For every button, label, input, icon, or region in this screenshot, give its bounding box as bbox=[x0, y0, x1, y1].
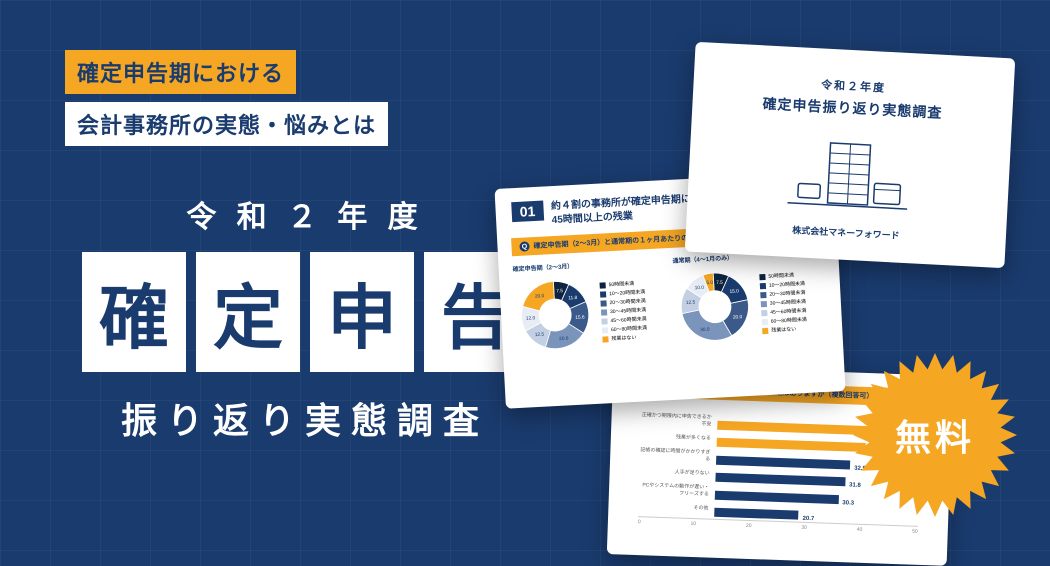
title-boxes: 確定申告 bbox=[65, 252, 545, 372]
title-box-char: 確 bbox=[82, 252, 186, 372]
q-icon: Q bbox=[519, 241, 530, 252]
donut-chart-a: 7.5 11.8 15.6 20.6 12.5 12.0 20.0 bbox=[513, 273, 597, 357]
free-badge: 無料 bbox=[850, 350, 1020, 520]
card2-number: 01 bbox=[511, 201, 544, 223]
year-label: 令 和 ２ 年 度 bbox=[65, 192, 545, 236]
svg-text:12.5: 12.5 bbox=[535, 332, 545, 338]
cover-company: 株式会社マネーフォワード bbox=[686, 218, 1006, 248]
svg-text:20.0: 20.0 bbox=[535, 293, 545, 299]
svg-text:5.0: 5.0 bbox=[706, 280, 713, 286]
svg-text:7.5: 7.5 bbox=[716, 280, 723, 286]
donut-chart-b: 7.5 15.0 20.0 30.0 12.5 10.05.0 bbox=[673, 265, 757, 349]
svg-text:7.5: 7.5 bbox=[556, 288, 563, 294]
free-badge-text: 無料 bbox=[850, 350, 1020, 520]
subtitle: 振り返り実態調査 bbox=[65, 392, 545, 444]
legend-item: 残業はない bbox=[602, 333, 648, 344]
svg-text:12.0: 12.0 bbox=[526, 315, 536, 321]
donut-legend: 50時間未満10〜20時間未満20〜30時間未満30〜45時間未満45〜60時間… bbox=[599, 279, 647, 344]
svg-text:11.8: 11.8 bbox=[568, 295, 578, 301]
left-panel: 確定申告期における 会計事務所の実態・悩みとは 令 和 ２ 年 度 確定申告 振… bbox=[65, 50, 545, 444]
title-box-char: 定 bbox=[196, 252, 300, 372]
svg-text:12.5: 12.5 bbox=[686, 299, 696, 305]
tagline-2: 会計事務所の実態・悩みとは bbox=[65, 102, 388, 146]
preview-card-cover: 令和２年度 確定申告振り返り実態調査 株式会社マネーフォワード bbox=[685, 42, 1016, 268]
svg-text:10.0: 10.0 bbox=[695, 285, 705, 291]
cover-illustration bbox=[787, 133, 911, 219]
svg-text:15.0: 15.0 bbox=[729, 288, 739, 294]
svg-text:20.6: 20.6 bbox=[559, 336, 569, 342]
svg-text:30.0: 30.0 bbox=[700, 327, 710, 333]
donut-legend: 50時間未満10〜20時間未満20〜30時間未満30〜45時間未満45〜60時間… bbox=[759, 270, 807, 335]
svg-text:20.0: 20.0 bbox=[733, 314, 743, 320]
tagline-1: 確定申告期における bbox=[65, 50, 296, 94]
svg-text:15.6: 15.6 bbox=[575, 314, 585, 320]
legend-item: 残業はない bbox=[762, 324, 808, 335]
title-box-char: 申 bbox=[310, 252, 414, 372]
